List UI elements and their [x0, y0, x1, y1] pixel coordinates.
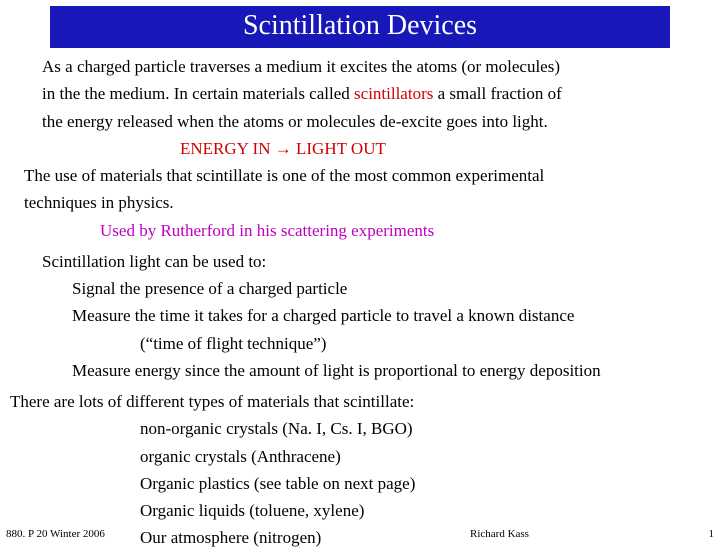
- intro-line-2: in the the medium. In certain materials …: [42, 83, 696, 104]
- footer-page-number: 1: [709, 528, 715, 540]
- energy-line: ENERGY IN → LIGHT OUT: [180, 138, 696, 159]
- type-3: Organic plastics (see table on next page…: [140, 473, 696, 494]
- uses-block: Scintillation light can be used to: Sign…: [0, 251, 720, 381]
- intro-line-2a: in the the medium. In certain materials …: [42, 84, 354, 103]
- use-3: Measure energy since the amount of light…: [72, 360, 696, 381]
- type-1: non-organic crystals (Na. I, Cs. I, BGO): [140, 418, 696, 439]
- intro-block: As a charged particle traverses a medium…: [0, 56, 720, 241]
- type-4: Organic liquids (toluene, xylene): [140, 500, 696, 521]
- intro-line-2b: a small fraction of: [433, 84, 561, 103]
- scintillators-highlight: scintillators: [354, 84, 433, 103]
- use-1: Signal the presence of a charged particl…: [72, 278, 696, 299]
- use-2: Measure the time it takes for a charged …: [72, 305, 696, 326]
- intro-line-1: As a charged particle traverses a medium…: [42, 56, 696, 77]
- intro-line-4: The use of materials that scintillate is…: [24, 165, 696, 186]
- uses-heading: Scintillation light can be used to:: [42, 251, 696, 272]
- types-heading: There are lots of different types of mat…: [10, 391, 696, 412]
- type-5: Our atmosphere (nitrogen): [140, 527, 696, 548]
- use-2b: (“time of flight technique”): [140, 333, 696, 354]
- slide-title: Scintillation Devices: [50, 6, 670, 48]
- intro-line-5: techniques in physics.: [24, 192, 696, 213]
- footer-course: 880. P 20 Winter 2006: [6, 528, 105, 540]
- type-2: organic crystals (Anthracene): [140, 446, 696, 467]
- intro-line-3: the energy released when the atoms or mo…: [42, 111, 696, 132]
- types-block: There are lots of different types of mat…: [0, 391, 720, 549]
- footer-author: Richard Kass: [470, 528, 529, 540]
- rutherford-line: Used by Rutherford in his scattering exp…: [100, 220, 696, 241]
